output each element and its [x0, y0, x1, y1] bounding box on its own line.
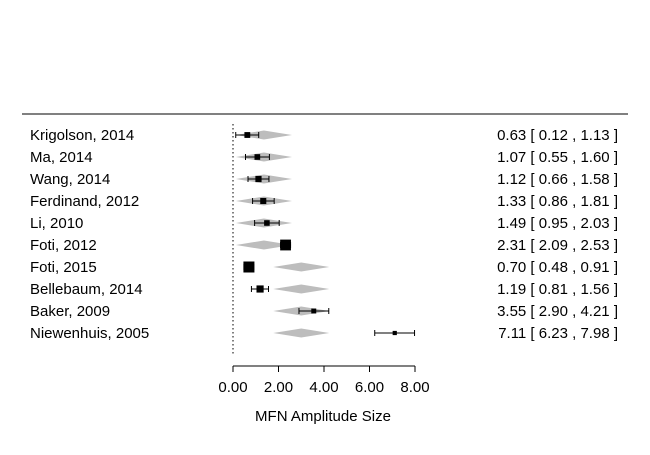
confidence-intervals	[235, 132, 416, 336]
point-estimate	[244, 132, 251, 138]
ci-text: 1.19 [ 0.81 , 1.56 ]	[497, 281, 618, 298]
ci-text: 1.12 [ 0.66 , 1.58 ]	[497, 171, 618, 188]
ci-values: 0.63 [ 0.12 , 1.13 ] 1.07 [ 0.55 , 1.60 ]…	[497, 127, 618, 342]
point-estimate	[280, 239, 291, 251]
point-estimate	[255, 175, 262, 183]
fitted-diamond	[273, 328, 330, 338]
study-labels: Krigolson, 2014 Ma, 2014 Wang, 2014 Ferdina…	[30, 127, 149, 342]
point-estimate	[311, 308, 317, 314]
point-estimate	[243, 261, 255, 273]
point-estimate	[264, 220, 270, 226]
study-label: Bellebaum, 2014	[30, 281, 143, 298]
fitted-diamonds	[235, 130, 330, 338]
ci-text: 1.49 [ 0.95 , 2.03 ]	[497, 215, 618, 232]
study-label: Baker, 2009	[30, 303, 110, 320]
study-label: Li, 2010	[30, 215, 83, 232]
study-label: Foti, 2012	[30, 237, 97, 254]
ci-text: 7.11 [ 6.23 , 7.98 ]	[498, 325, 618, 342]
study-label: Krigolson, 2014	[30, 127, 134, 144]
ci-text: 0.70 [ 0.48 , 0.91 ]	[497, 259, 618, 276]
ci-text: 1.33 [ 0.86 , 1.81 ]	[497, 193, 618, 210]
point-estimate	[260, 197, 267, 205]
fitted-diamond	[235, 240, 292, 250]
study-label: Ferdinand, 2012	[30, 193, 139, 210]
point-estimate	[254, 154, 261, 160]
x-tick-label: 0.00	[218, 379, 247, 396]
x-tick-label: 2.00	[264, 379, 293, 396]
x-tick-label: 4.00	[309, 379, 338, 396]
ci-text: 2.31 [ 2.09 , 2.53 ]	[497, 237, 618, 254]
study-label: Niewenhuis, 2005	[30, 325, 149, 342]
point-estimates	[243, 132, 397, 336]
x-tick-label: 6.00	[355, 379, 384, 396]
point-estimate	[256, 285, 264, 293]
ci-text: 1.07 [ 0.55 , 1.60 ]	[497, 149, 618, 166]
fitted-diamond	[273, 284, 330, 294]
study-label: Wang, 2014	[30, 171, 110, 188]
ci-text: 3.55 [ 2.90 , 4.21 ]	[497, 303, 618, 320]
study-label: Ma, 2014	[30, 149, 93, 166]
x-axis: 0.00 2.00 4.00 6.00 8.00	[218, 365, 430, 396]
point-estimate	[392, 330, 397, 336]
study-label: Foti, 2015	[30, 259, 97, 276]
x-axis-label: MFN Amplitude Size	[255, 408, 391, 425]
fitted-diamond	[273, 262, 330, 272]
ci-text: 0.63 [ 0.12 , 1.13 ]	[497, 127, 618, 144]
x-tick-label: 8.00	[400, 379, 429, 396]
